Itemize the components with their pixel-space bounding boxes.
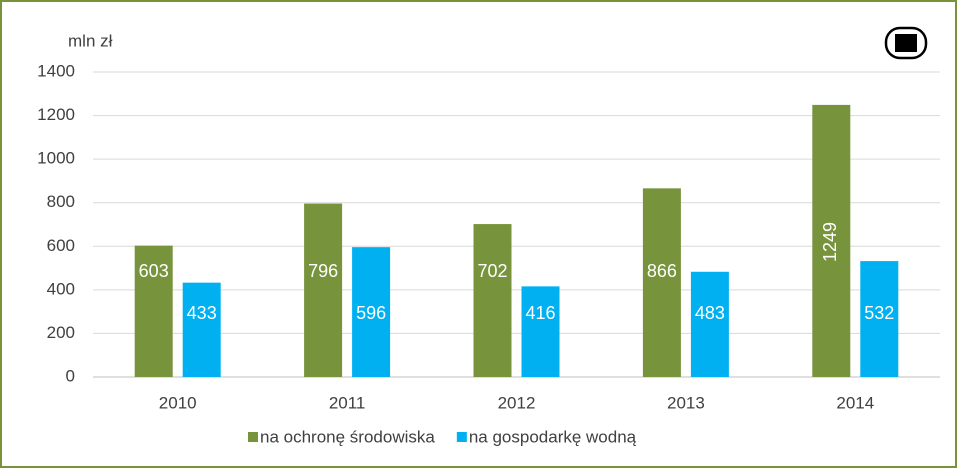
y-unit: mln zł: [68, 31, 113, 50]
data-label: 796: [308, 261, 338, 281]
data-label: 866: [647, 261, 677, 281]
bar: [304, 203, 343, 377]
x-tick-label: 2010: [159, 393, 197, 412]
y-tick-label: 1000: [37, 149, 75, 168]
bar: [812, 104, 851, 378]
bar: [473, 224, 512, 377]
data-label: 1249: [820, 222, 840, 262]
data-label: 596: [356, 303, 386, 323]
data-label: 702: [477, 261, 507, 281]
bar: [690, 271, 729, 377]
data-label: 483: [695, 303, 725, 323]
x-tick-label: 2014: [836, 393, 874, 412]
legend-label: na gospodarkę wodną: [469, 427, 637, 446]
x-tick-label: 2013: [667, 393, 705, 412]
bar: [134, 245, 173, 377]
bar: [860, 261, 899, 377]
legend-label: na ochronę środowiska: [260, 427, 435, 446]
logo: [884, 26, 928, 60]
bar: [521, 286, 560, 377]
data-label: 532: [864, 303, 894, 323]
y-tick-label: 600: [47, 236, 75, 255]
bar: [642, 188, 681, 377]
data-label: 433: [187, 303, 217, 323]
data-label: 603: [139, 261, 169, 281]
y-tick-label: 1200: [37, 105, 75, 124]
y-tick-label: 1400: [37, 61, 75, 80]
y-tick-label: 0: [66, 366, 75, 385]
data-label: 416: [525, 303, 555, 323]
x-tick-label: 2012: [498, 393, 536, 412]
y-tick-label: 800: [47, 192, 75, 211]
y-tick-label: 400: [47, 279, 75, 298]
bar: [182, 282, 221, 377]
bar: [352, 247, 391, 377]
y-tick-label: 200: [47, 323, 75, 342]
legend-swatch: [248, 432, 258, 442]
legend-swatch: [456, 432, 467, 442]
x-tick-label: 2011: [329, 393, 366, 412]
